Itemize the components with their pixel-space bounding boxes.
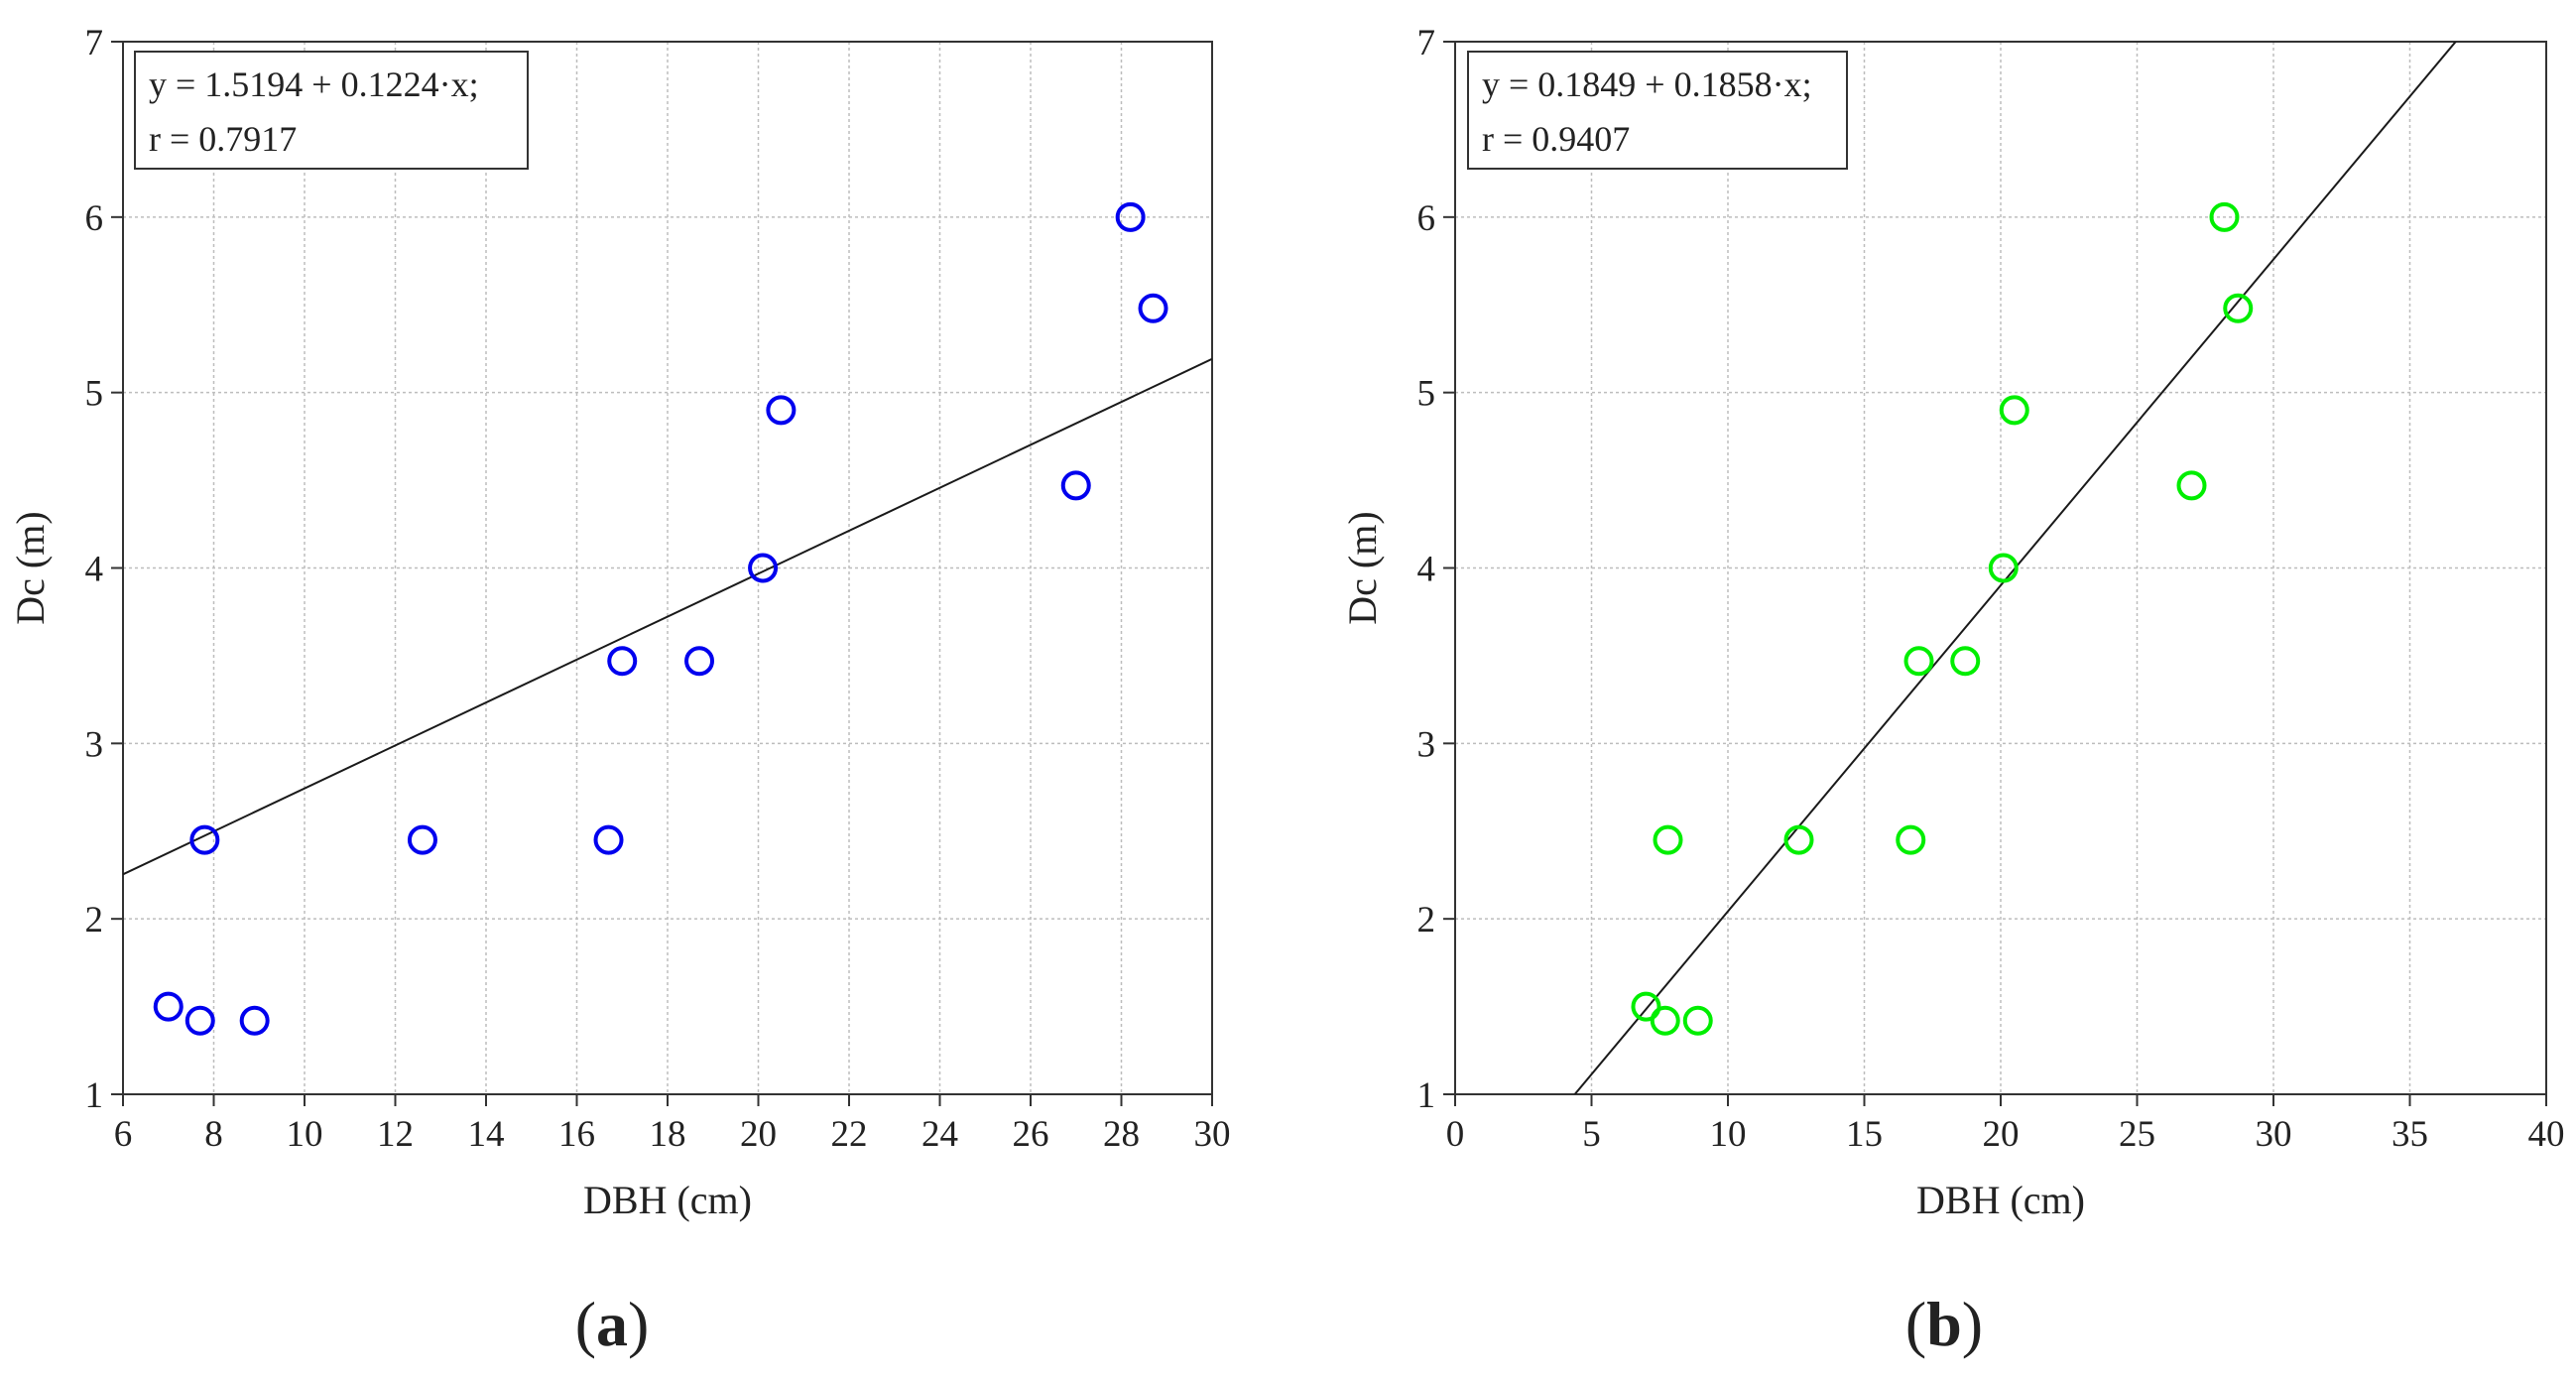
data-point bbox=[239, 1005, 270, 1036]
data-point bbox=[189, 824, 220, 855]
x-tick-label: 28 bbox=[1103, 1114, 1140, 1155]
x-tick-label: 8 bbox=[204, 1114, 223, 1155]
x-tick-label: 14 bbox=[468, 1114, 505, 1155]
y-tick-label: 3 bbox=[85, 724, 104, 765]
chart-panel-b: 0 5 10 15 20 25 30 35 40 1 2 3 4 5 6 7 DBH (cm) Dc (m) y =… bbox=[1340, 23, 2565, 1359]
data-point bbox=[1682, 1005, 1713, 1036]
y-tick-label: 5 bbox=[1417, 374, 1436, 415]
x-tick-label: 10 bbox=[287, 1114, 323, 1155]
data-point bbox=[2176, 470, 2207, 501]
data-point bbox=[593, 824, 624, 855]
x-tick-label: 35 bbox=[2392, 1114, 2428, 1155]
y-tick-label: 1 bbox=[1417, 1075, 1436, 1116]
x-tick-label: 20 bbox=[1983, 1114, 2020, 1155]
panel-caption-open: ( bbox=[575, 1289, 596, 1359]
x-tick-label: 10 bbox=[1710, 1114, 1747, 1155]
x-tick-label: 26 bbox=[1013, 1114, 1049, 1155]
regression-equation: y = 0.1849 + 0.1858·x; bbox=[1482, 64, 1812, 104]
data-point bbox=[184, 1005, 215, 1036]
y-tick-label: 7 bbox=[1417, 23, 1436, 63]
x-tick-label: 12 bbox=[377, 1114, 414, 1155]
data-point bbox=[1631, 991, 1661, 1022]
data-point bbox=[1988, 553, 2019, 583]
data-point bbox=[684, 646, 715, 677]
y-tick-label: 6 bbox=[1417, 198, 1436, 239]
data-point bbox=[748, 553, 779, 583]
panel-caption-close: ) bbox=[1962, 1289, 1983, 1359]
regression-line bbox=[123, 357, 1212, 876]
data-point bbox=[1896, 824, 1926, 855]
x-tick-label: 16 bbox=[558, 1114, 595, 1155]
x-tick-label: 0 bbox=[1446, 1114, 1465, 1155]
data-point bbox=[1999, 395, 2029, 426]
correlation-coefficient: r = 0.7917 bbox=[149, 119, 297, 159]
data-point bbox=[1115, 201, 1146, 232]
x-tick-label: 40 bbox=[2528, 1114, 2565, 1155]
panel-caption-letter: b bbox=[1926, 1289, 1962, 1359]
data-point bbox=[407, 824, 437, 855]
data-point bbox=[766, 395, 797, 426]
regression-equation: y = 1.5194 + 0.1224·x; bbox=[149, 64, 479, 104]
data-point bbox=[2209, 201, 2240, 232]
data-point bbox=[1650, 1005, 1680, 1036]
data-point bbox=[153, 991, 184, 1022]
regression-line bbox=[1573, 42, 2457, 1094]
x-tick-label: 6 bbox=[114, 1114, 133, 1155]
data-point bbox=[1138, 293, 1168, 323]
panel-caption-letter: a bbox=[596, 1289, 628, 1359]
y-tick-label: 2 bbox=[85, 900, 104, 941]
x-tick-label: 22 bbox=[831, 1114, 868, 1155]
x-tick-label: 5 bbox=[1582, 1114, 1601, 1155]
x-tick-label: 15 bbox=[1846, 1114, 1883, 1155]
y-tick-label: 4 bbox=[85, 550, 104, 590]
y-tick-label: 3 bbox=[1417, 724, 1436, 765]
y-axis-title: Dc (m) bbox=[8, 511, 53, 624]
y-tick-label: 4 bbox=[1417, 550, 1436, 590]
data-point bbox=[1903, 646, 1934, 677]
data-point bbox=[1060, 470, 1091, 501]
y-tick-label: 7 bbox=[85, 23, 104, 63]
data-point bbox=[1783, 824, 1814, 855]
data-point bbox=[1653, 824, 1683, 855]
y-tick-label: 1 bbox=[85, 1075, 104, 1116]
x-tick-label: 30 bbox=[2256, 1114, 2292, 1155]
x-axis-title: DBH (cm) bbox=[1916, 1178, 2085, 1222]
x-tick-label: 20 bbox=[740, 1114, 777, 1155]
data-point bbox=[607, 646, 638, 677]
y-axis-title: Dc (m) bbox=[1340, 511, 1385, 624]
correlation-coefficient: r = 0.9407 bbox=[1482, 119, 1630, 159]
x-tick-label: 30 bbox=[1194, 1114, 1231, 1155]
equation-box bbox=[134, 51, 529, 170]
panel-caption-open: ( bbox=[1905, 1289, 1926, 1359]
y-tick-label: 5 bbox=[85, 374, 104, 415]
x-tick-label: 25 bbox=[2119, 1114, 2155, 1155]
data-point bbox=[1950, 646, 1981, 677]
data-point bbox=[2223, 293, 2254, 323]
panel-caption: (b) bbox=[1905, 1289, 1983, 1359]
panel-caption-close: ) bbox=[628, 1289, 649, 1359]
equation-box bbox=[1467, 51, 1848, 170]
x-tick-label: 18 bbox=[650, 1114, 686, 1155]
y-tick-label: 6 bbox=[85, 198, 104, 239]
x-axis-title: DBH (cm) bbox=[583, 1178, 752, 1222]
panel-caption: (a) bbox=[575, 1289, 650, 1359]
x-tick-label: 24 bbox=[921, 1114, 958, 1155]
y-tick-label: 2 bbox=[1417, 900, 1436, 941]
